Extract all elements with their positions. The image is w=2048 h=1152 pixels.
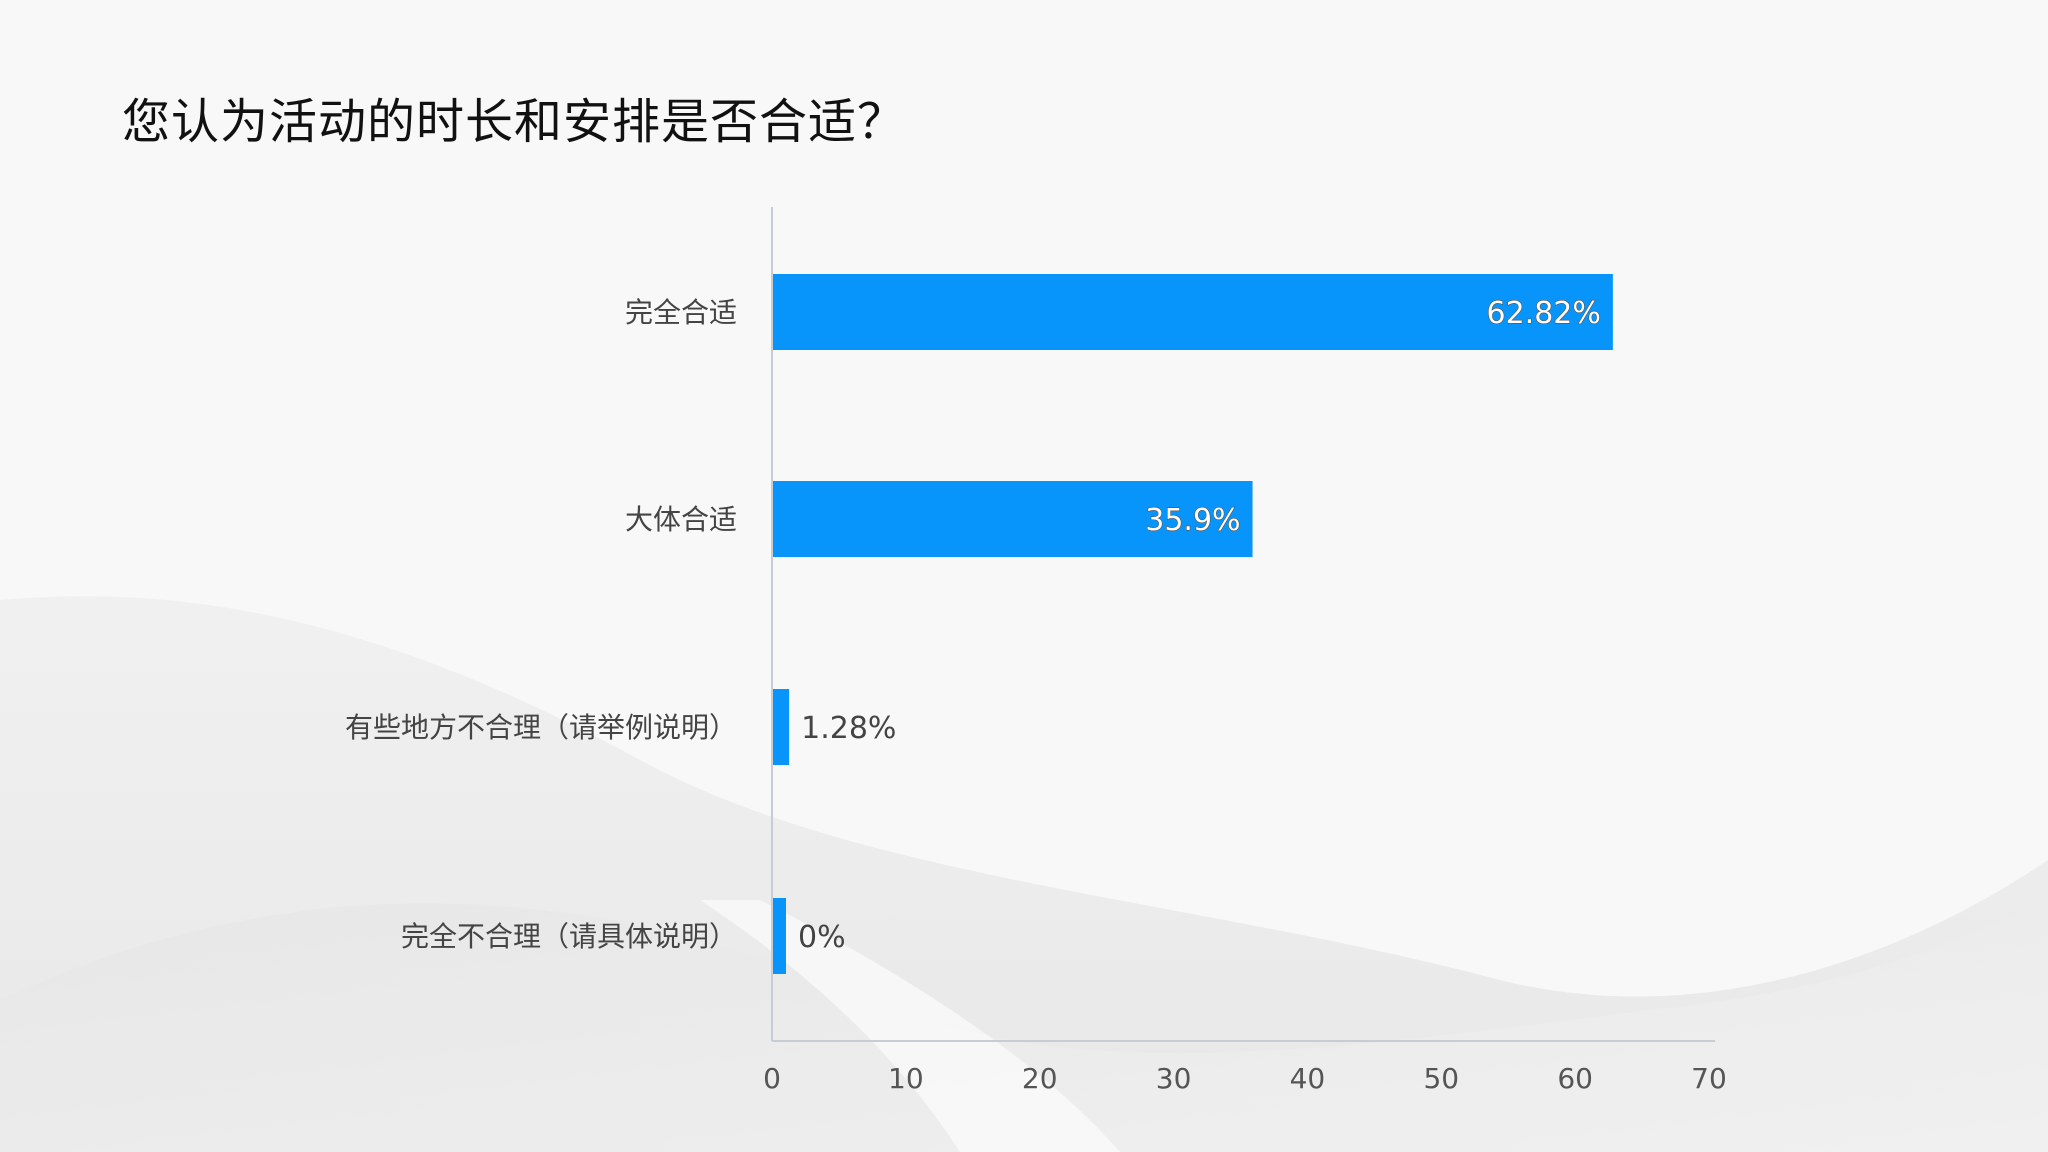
data-label: 62.82% <box>1487 296 1601 331</box>
x-tick-label: 10 <box>888 1062 924 1095</box>
category-label: 完全不合理（请具体说明） <box>401 920 737 953</box>
x-tick-label: 20 <box>1022 1062 1058 1095</box>
bar <box>772 274 1613 350</box>
x-tick-label: 0 <box>763 1062 781 1095</box>
x-tick-label: 60 <box>1557 1062 1593 1095</box>
bar <box>772 689 790 765</box>
category-label: 大体合适 <box>625 503 737 536</box>
bar <box>772 898 786 974</box>
category-label: 完全合适 <box>625 296 737 329</box>
x-tick-label: 70 <box>1691 1062 1727 1095</box>
data-label: 0% <box>798 920 846 955</box>
x-tick-label: 40 <box>1290 1062 1326 1095</box>
x-tick-label: 30 <box>1156 1062 1192 1095</box>
x-tick-label: 50 <box>1423 1062 1459 1095</box>
page-title: 您认为活动的时长和安排是否合适？ <box>122 94 907 150</box>
data-label: 35.9% <box>1145 503 1240 538</box>
bar <box>772 481 1253 557</box>
data-label: 1.28% <box>801 711 896 746</box>
category-label: 有些地方不合理（请举例说明） <box>345 711 737 744</box>
